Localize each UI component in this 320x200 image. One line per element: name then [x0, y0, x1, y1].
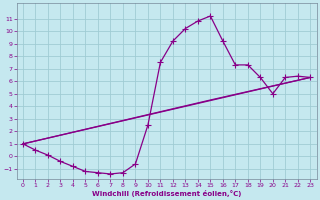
X-axis label: Windchill (Refroidissement éolien,°C): Windchill (Refroidissement éolien,°C)	[92, 190, 241, 197]
